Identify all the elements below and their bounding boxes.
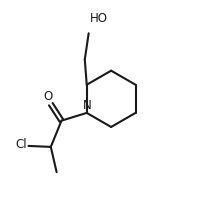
Text: Cl: Cl bbox=[15, 138, 27, 152]
Text: O: O bbox=[43, 90, 53, 103]
Text: HO: HO bbox=[90, 12, 108, 25]
Text: N: N bbox=[83, 99, 92, 112]
